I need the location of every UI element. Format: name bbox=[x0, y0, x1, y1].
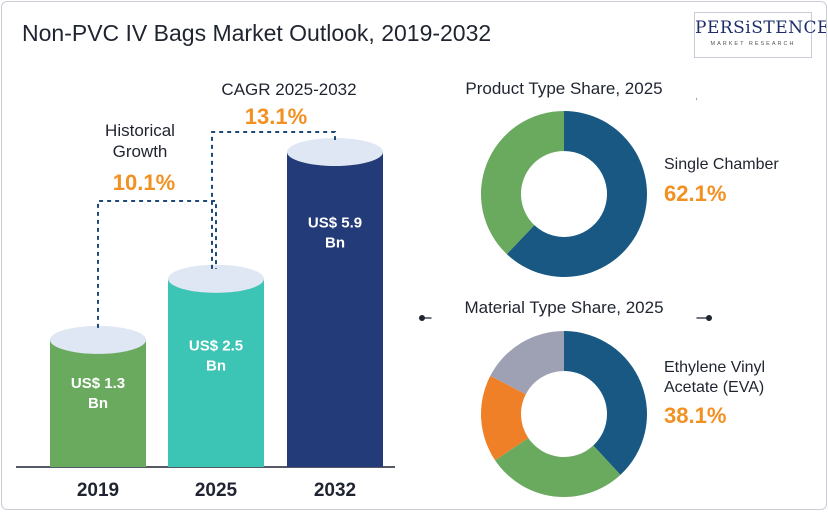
x-tick-label: 2032 bbox=[314, 480, 356, 501]
bar-value-label: US$ 2.5 Bn bbox=[189, 337, 243, 374]
bar-body bbox=[287, 152, 383, 467]
page-title: Non-PVC IV Bags Market Outlook, 2019-203… bbox=[22, 20, 492, 46]
material-type-title-bg bbox=[431, 304, 697, 326]
historical-growth-value: 10.1% bbox=[113, 170, 175, 195]
material-type-rule-dot-right bbox=[706, 315, 712, 321]
bar-cap bbox=[287, 138, 383, 166]
bar-value-label: US$ 1.3 Bn bbox=[71, 375, 125, 412]
product-type-title-bg bbox=[431, 85, 697, 107]
bar-2025 bbox=[168, 264, 264, 467]
logo-wordmark: PERSiSTENCE bbox=[695, 18, 827, 38]
brand-logo: PERSiSTENCE MARKET RESEARCH bbox=[694, 12, 827, 58]
bar-cap bbox=[50, 325, 146, 354]
historical-connector bbox=[97, 200, 217, 328]
material-type-rule-dot-left bbox=[419, 315, 425, 321]
material-type-title: Material Type Share, 2025 bbox=[464, 298, 663, 317]
product-type-value: 62.1% bbox=[664, 181, 726, 206]
material-type-value: 38.1% bbox=[664, 403, 726, 428]
bar-2032 bbox=[287, 138, 383, 467]
x-tick-label: 2025 bbox=[195, 480, 238, 501]
donut-1-slice-0 bbox=[506, 111, 647, 277]
bar-body bbox=[168, 278, 264, 467]
historical-growth-label: Historical Growth bbox=[105, 121, 175, 161]
donut-1-slice-1 bbox=[480, 111, 564, 255]
logo-tagline: MARKET RESEARCH bbox=[710, 41, 796, 47]
bar-2019 bbox=[50, 325, 146, 467]
product-type-title: Product Type Share, 2025 bbox=[465, 79, 662, 98]
x-tick-label: 2019 bbox=[77, 480, 119, 501]
donut-2-slice-1 bbox=[495, 437, 621, 498]
product-type-label: Single Chamber bbox=[664, 156, 779, 173]
donut-2-slice-2 bbox=[480, 375, 529, 461]
bar-value-label: US$ 5.9 Bn bbox=[308, 215, 362, 252]
donut-2-slice-3 bbox=[490, 331, 564, 395]
donut-2-slice-0 bbox=[564, 331, 647, 475]
bar-body bbox=[50, 339, 146, 467]
bar-cap bbox=[168, 264, 264, 293]
material-type-label: Ethylene Vinyl Acetate (EVA) bbox=[664, 359, 765, 396]
cagr-label: CAGR 2025-2032 bbox=[221, 80, 356, 99]
cagr-value: 13.1% bbox=[245, 104, 307, 129]
